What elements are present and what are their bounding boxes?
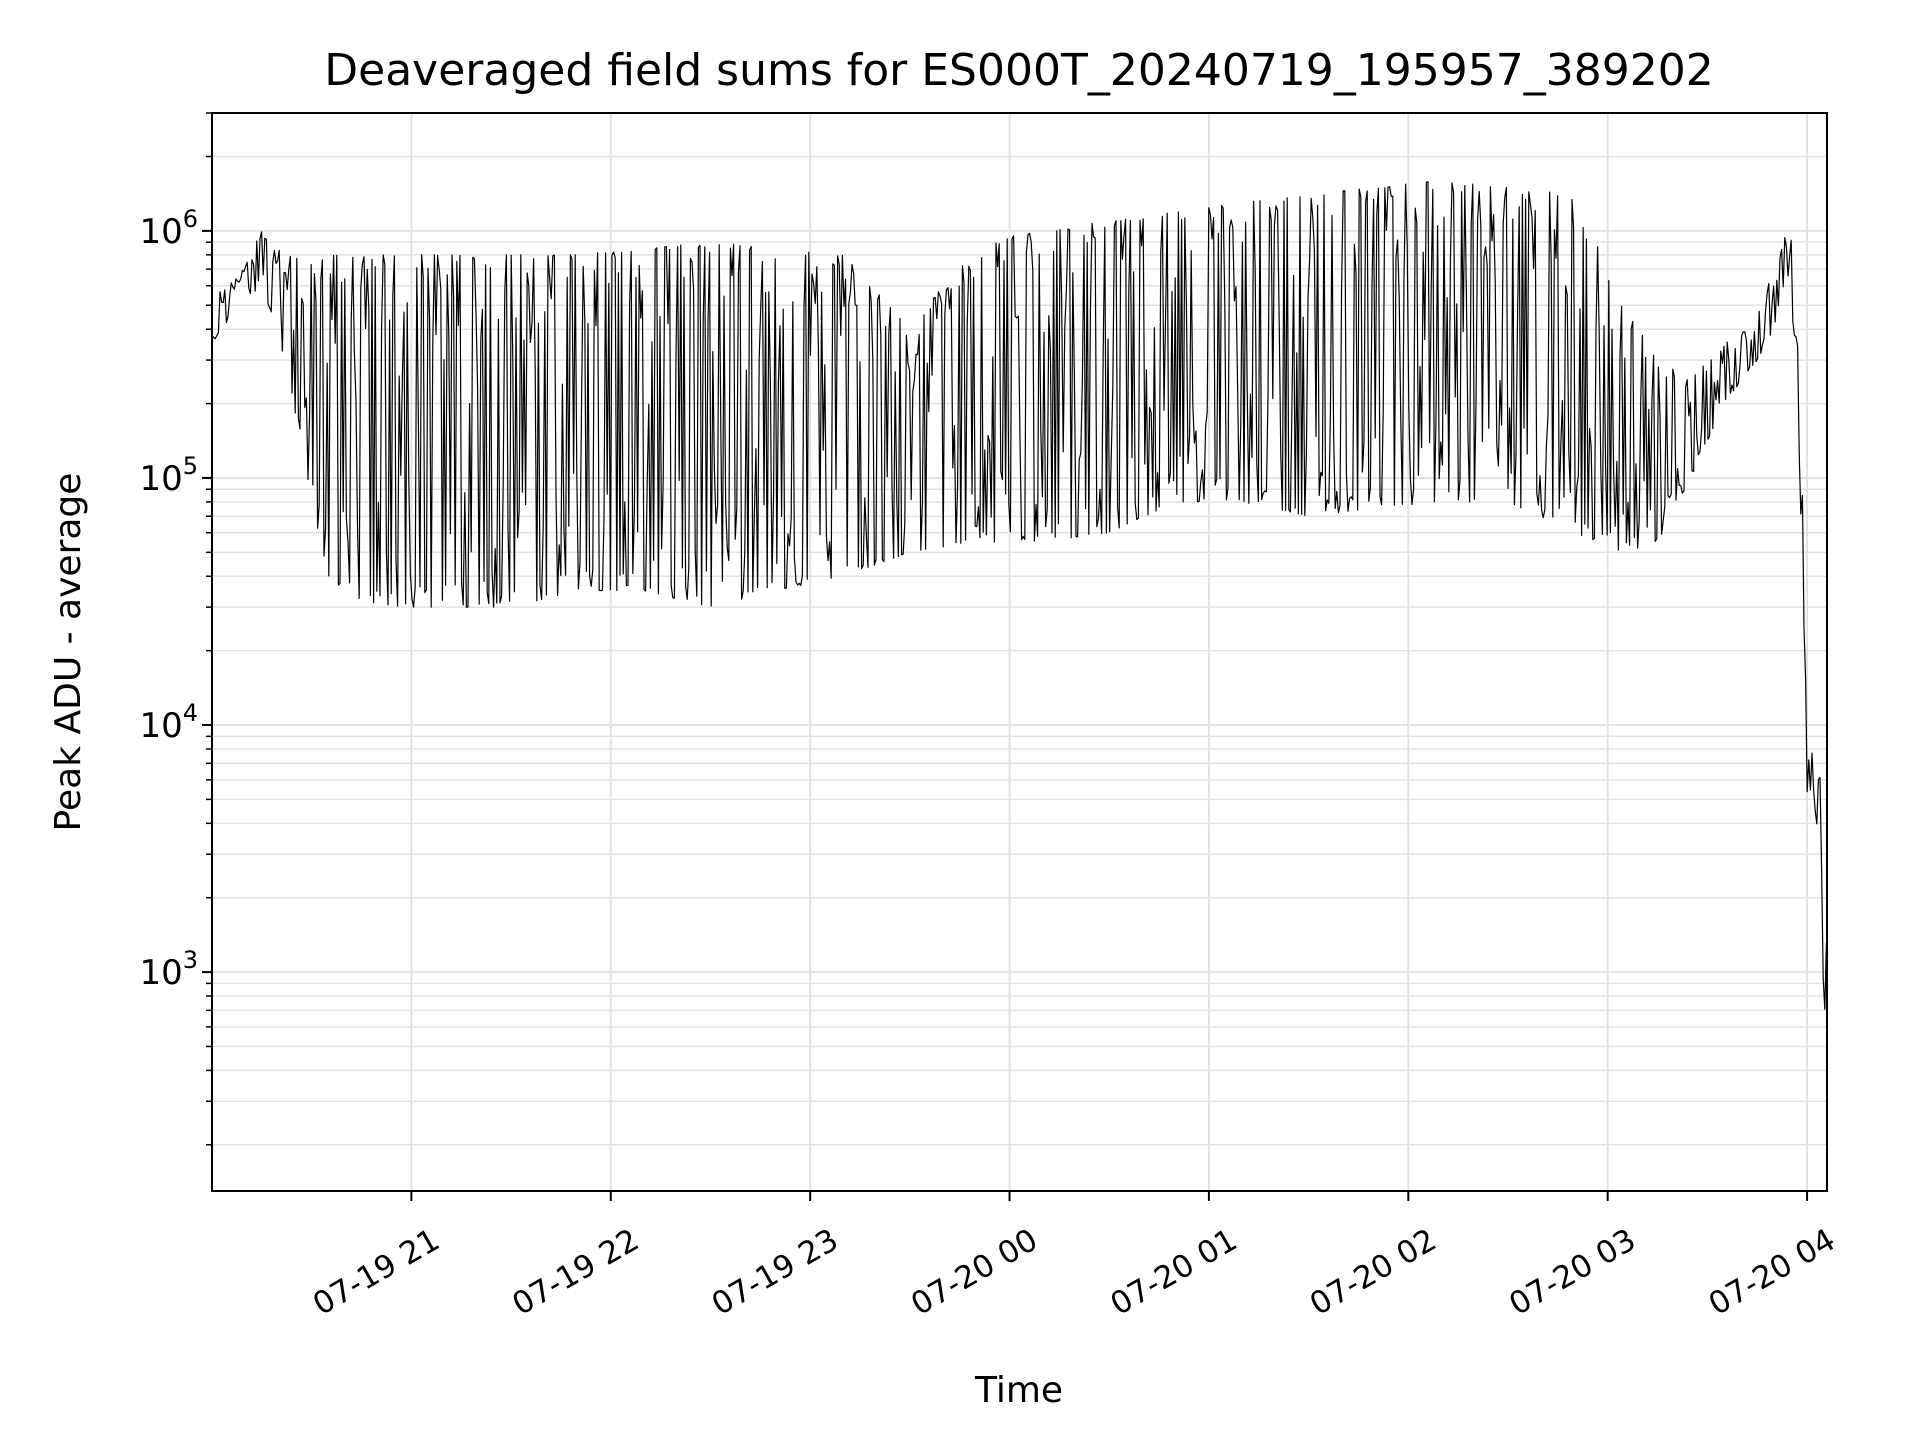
chart-title: Deaveraged field sums for ES000T_2024071…	[324, 45, 1713, 96]
y-axis-label: Peak ADU - average	[48, 473, 89, 832]
plot-frame	[211, 112, 1828, 1192]
y-tick-label: 106	[139, 205, 198, 252]
x-axis-label: Time	[974, 1370, 1063, 1411]
series-line-0	[211, 181, 1827, 1010]
series-group	[211, 181, 1827, 1010]
